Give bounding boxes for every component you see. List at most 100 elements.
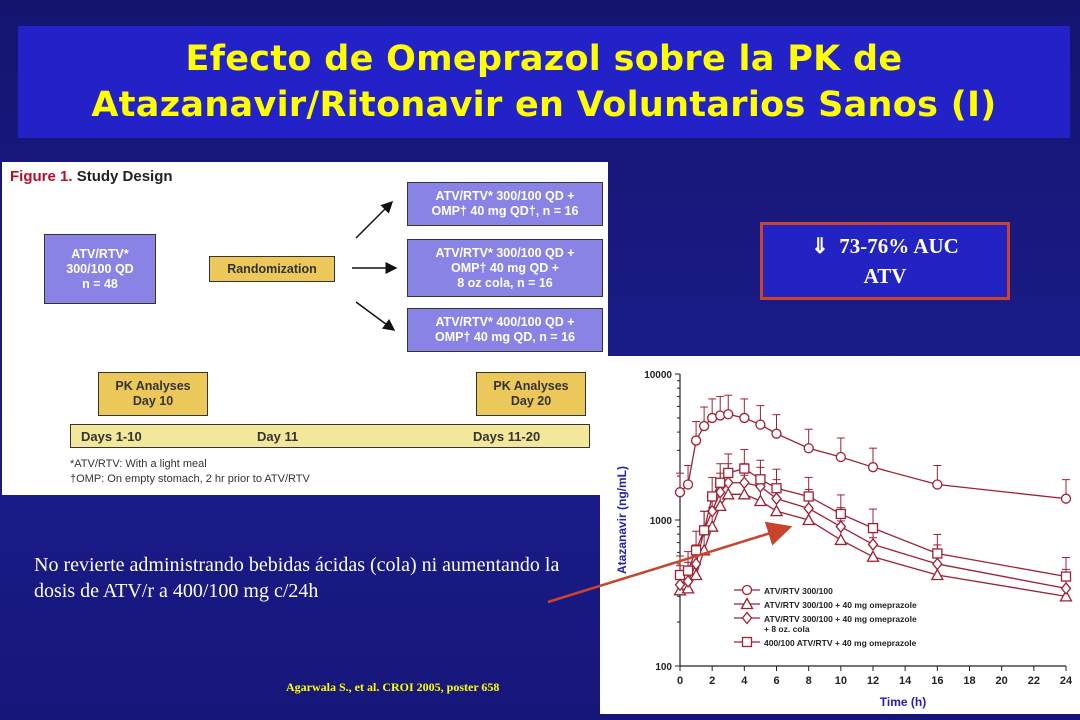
legend-marker-triangle — [740, 597, 754, 610]
x-tick-label: 2 — [709, 675, 715, 687]
data-point-square — [682, 565, 694, 576]
data-point-square — [723, 467, 734, 479]
x-tick-label: 18 — [963, 675, 975, 687]
data-point-square — [803, 491, 814, 502]
data-point-triangle — [713, 499, 727, 512]
x-axis-label: Time (h) — [880, 695, 926, 709]
data-point-square — [771, 483, 782, 494]
legend-label: ATV/RTV 300/100 + 40 mg omeprazole — [764, 600, 917, 610]
pk-analyses-day20: PK Analyses Day 20 — [476, 372, 586, 416]
study-design-figure: Figure 1. Study Design ATV/RTV* 300/100 … — [2, 162, 608, 495]
y-axis-label: Atazanavir (ng/mL) — [615, 466, 629, 574]
x-tick-label: 10 — [835, 675, 847, 687]
x-tick-label: 22 — [1028, 675, 1040, 687]
data-point-circle — [867, 462, 879, 473]
timeline-days-1-10: Days 1-10 — [81, 429, 142, 444]
data-point-square — [867, 522, 879, 534]
data-point-square — [707, 491, 718, 502]
down-arrow-icon: ⇓ — [811, 234, 829, 258]
data-point-circle — [682, 479, 694, 490]
data-point-triangle — [802, 513, 816, 526]
data-point-square — [698, 525, 710, 536]
data-point-diamond — [738, 476, 750, 490]
data-point-triangle — [721, 487, 735, 500]
data-point-diamond — [931, 557, 943, 571]
data-point-triangle — [930, 568, 944, 581]
figure-label: Figure 1. — [10, 168, 73, 185]
data-point-circle — [1060, 493, 1072, 504]
x-tick-label: 14 — [899, 675, 912, 687]
slide-title-line1: Efecto de Omeprazol sobre la PK de — [185, 39, 903, 79]
data-point-square — [739, 463, 750, 474]
data-point-square — [690, 545, 702, 556]
data-point-circle — [803, 443, 814, 454]
timeline-day-11: Day 11 — [257, 429, 299, 444]
data-point-triangle — [866, 549, 880, 562]
randomization-box: Randomization — [209, 256, 335, 282]
arrow-arm3 — [355, 301, 396, 331]
data-point-circle — [723, 409, 734, 420]
x-tick-label: 12 — [867, 675, 879, 687]
legend-label: ATV/RTV 300/100 — [764, 586, 833, 596]
x-tick-label: 20 — [996, 675, 1008, 687]
footnote-omp: †OMP: On empty stomach, 2 hr prior to AT… — [70, 473, 310, 485]
slide-title-line2: Atazanavir/Ritonavir en Voluntarios Sano… — [91, 85, 997, 125]
design-arrows — [352, 200, 398, 331]
data-point-triangle — [737, 487, 751, 500]
note-text: No revierte administrando bebidas ácidas… — [34, 554, 560, 602]
data-point-diamond — [803, 501, 815, 515]
auc-line2: ATV — [863, 264, 907, 288]
data-point-diamond — [1060, 581, 1072, 595]
data-point-square — [835, 508, 846, 520]
data-point-circle — [674, 487, 686, 498]
data-point-square — [715, 477, 726, 488]
x-tick-label: 0 — [677, 675, 683, 687]
data-point-diamond — [771, 492, 782, 506]
data-point-square — [755, 474, 766, 485]
data-point-triangle — [769, 504, 784, 517]
y-tick-label: 10000 — [644, 370, 672, 381]
timeline-days-11-20: Days 11-20 — [473, 429, 541, 444]
x-tick-label: 24 — [1060, 675, 1073, 687]
y-tick-label: 100 — [655, 662, 672, 673]
data-point-circle — [690, 435, 702, 446]
auc-line1: ⇓ 73-76% AUC — [763, 231, 1007, 261]
data-point-circle — [755, 419, 766, 430]
figure-title: Study Design — [76, 168, 173, 185]
data-point-triangle — [834, 533, 848, 546]
legend-label: + 8 oz. cola — [764, 624, 810, 634]
data-point-diamond — [755, 479, 766, 493]
data-point-square — [932, 548, 943, 559]
data-point-diamond — [835, 520, 847, 534]
x-tick-label: 4 — [741, 675, 748, 687]
data-point-square — [1060, 571, 1072, 582]
legend-marker-circle — [741, 584, 753, 596]
data-point-circle — [739, 412, 750, 424]
legend-label: 400/100 ATV/RTV + 40 mg omeprazole — [764, 638, 917, 648]
pk-analyses-day10: PK Analyses Day 10 — [98, 372, 208, 416]
auc-reduction-box: ⇓ 73-76% AUC ATV — [760, 222, 1010, 300]
arm1-box: ATV/RTV* 300/100 QD + OMP† 40 mg QD†, n … — [407, 182, 603, 226]
data-point-circle — [771, 428, 782, 439]
title-banner: Efecto de Omeprazol sobre la PK de Ataza… — [18, 26, 1070, 138]
legend-label: ATV/RTV 300/100 + 40 mg omeprazole — [764, 614, 917, 624]
auc-value: 73-76% AUC — [839, 234, 959, 258]
pk-chart: 100 1000 10000 0 2 4 6 8 10 12 14 16 18 20 22 24 Time (h… — [600, 356, 1080, 714]
data-point-circle — [835, 451, 846, 463]
arm3-box: ATV/RTV* 400/100 QD + OMP† 40 mg QD, n =… — [407, 308, 603, 352]
baseline-box: ATV/RTV* 300/100 QD n = 48 — [44, 234, 156, 304]
data-point-circle — [698, 420, 710, 432]
arm2-box: ATV/RTV* 300/100 QD + OMP† 40 mg QD + 8 … — [407, 239, 603, 297]
data-point-triangle — [753, 494, 768, 507]
study-timeline: Days 1-10 Day 11 Days 11-20 — [70, 424, 590, 448]
x-tick-label: 8 — [806, 675, 812, 687]
legend-marker-square — [741, 636, 753, 648]
y-tick-label: 1000 — [650, 516, 673, 527]
footnote-atv: *ATV/RTV: With a light meal — [70, 458, 207, 470]
arrow-arm1 — [355, 200, 394, 239]
x-tick-label: 16 — [931, 675, 943, 687]
citation: Agarwala S., et al. CROI 2005, poster 65… — [286, 680, 500, 694]
legend-marker-diamond — [741, 611, 753, 625]
data-point-diamond — [714, 485, 726, 499]
